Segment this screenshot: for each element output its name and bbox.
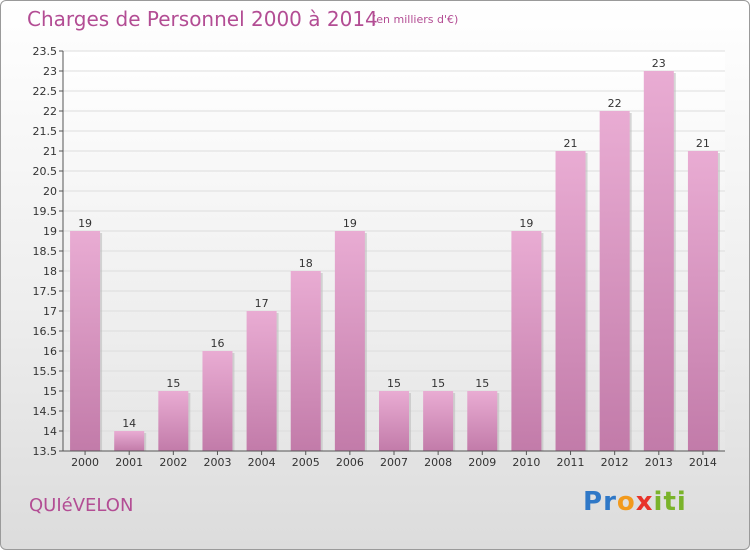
chart-title: Charges de Personnel 2000 à 2014 bbox=[27, 7, 378, 31]
y-tick-label: 15.5 bbox=[33, 365, 58, 378]
bar-2009[interactable] bbox=[467, 391, 498, 451]
y-tick-label: 20.5 bbox=[33, 165, 58, 178]
bar-value-label: 15 bbox=[431, 377, 445, 390]
y-tick-label: 23 bbox=[43, 65, 57, 78]
y-tick-label: 17 bbox=[43, 305, 57, 318]
bar-2014[interactable] bbox=[687, 151, 718, 451]
y-tick-label: 23.5 bbox=[33, 45, 58, 58]
bar-value-label: 19 bbox=[343, 217, 357, 230]
bar-value-label: 22 bbox=[608, 97, 622, 110]
bar-2006[interactable] bbox=[334, 231, 365, 451]
x-tick-label: 2000 bbox=[71, 456, 99, 469]
logo-letter: i bbox=[653, 487, 664, 517]
bar-2000[interactable] bbox=[70, 231, 101, 451]
bar-2008[interactable] bbox=[423, 391, 454, 451]
bar-2004[interactable] bbox=[246, 311, 277, 451]
logo-letter: i bbox=[676, 487, 687, 517]
place-name: QUIéVELON bbox=[29, 495, 134, 516]
logo-letter: x bbox=[635, 487, 654, 517]
y-tick-label: 17.5 bbox=[33, 285, 58, 298]
x-tick-label: 2014 bbox=[689, 456, 717, 469]
y-tick-label: 19 bbox=[43, 225, 57, 238]
y-tick-label: 22.5 bbox=[33, 85, 58, 98]
logo-letter: t bbox=[663, 487, 677, 517]
bar-value-label: 15 bbox=[387, 377, 401, 390]
bar-value-label: 16 bbox=[210, 337, 224, 350]
logo-letter: P bbox=[583, 487, 604, 517]
bar-value-label: 15 bbox=[475, 377, 489, 390]
x-tick-label: 2006 bbox=[336, 456, 364, 469]
x-tick-label: 2009 bbox=[468, 456, 496, 469]
y-tick-label: 21.5 bbox=[33, 125, 58, 138]
x-tick-label: 2002 bbox=[159, 456, 187, 469]
y-tick-label: 16.5 bbox=[33, 325, 58, 338]
y-tick-label: 18 bbox=[43, 265, 57, 278]
bar-value-label: 15 bbox=[166, 377, 180, 390]
y-tick-label: 14 bbox=[43, 425, 57, 438]
y-tick-label: 20 bbox=[43, 185, 57, 198]
bar-value-label: 21 bbox=[696, 137, 710, 150]
y-tick-label: 19.5 bbox=[33, 205, 58, 218]
x-tick-label: 2013 bbox=[645, 456, 673, 469]
x-tick-label: 2012 bbox=[601, 456, 629, 469]
x-tick-label: 2011 bbox=[557, 456, 585, 469]
logo-letter: o bbox=[616, 487, 636, 517]
bar-2012[interactable] bbox=[599, 111, 630, 451]
bar-2013[interactable] bbox=[643, 71, 674, 451]
bar-2003[interactable] bbox=[202, 351, 233, 451]
y-tick-label: 13.5 bbox=[33, 445, 58, 458]
bar-2010[interactable] bbox=[511, 231, 542, 451]
x-tick-label: 2005 bbox=[292, 456, 320, 469]
bar-value-label: 14 bbox=[122, 417, 136, 430]
y-tick-label: 22 bbox=[43, 105, 57, 118]
bar-value-label: 18 bbox=[299, 257, 313, 270]
x-tick-label: 2010 bbox=[512, 456, 540, 469]
bar-value-label: 23 bbox=[652, 57, 666, 70]
x-tick-label: 2007 bbox=[380, 456, 408, 469]
bar-2005[interactable] bbox=[290, 271, 321, 451]
bar-2002[interactable] bbox=[158, 391, 189, 451]
y-tick-label: 14.5 bbox=[33, 405, 58, 418]
bar-value-label: 21 bbox=[564, 137, 578, 150]
bar-value-label: 19 bbox=[78, 217, 92, 230]
bar-value-label: 17 bbox=[255, 297, 269, 310]
bar-2001[interactable] bbox=[114, 431, 145, 451]
bar-value-label: 19 bbox=[519, 217, 533, 230]
x-tick-label: 2001 bbox=[115, 456, 143, 469]
y-tick-label: 15 bbox=[43, 385, 57, 398]
bar-2011[interactable] bbox=[555, 151, 586, 451]
chart-subtitle: (en milliers d'€) bbox=[372, 13, 459, 26]
x-tick-label: 2004 bbox=[248, 456, 276, 469]
proxiti-logo[interactable]: Proxiti bbox=[583, 487, 687, 517]
bar-2007[interactable] bbox=[379, 391, 409, 451]
x-tick-label: 2008 bbox=[424, 456, 452, 469]
y-tick-label: 18.5 bbox=[33, 245, 58, 258]
y-tick-label: 16 bbox=[43, 345, 57, 358]
logo-letter: r bbox=[603, 487, 617, 517]
x-tick-label: 2003 bbox=[203, 456, 231, 469]
y-tick-label: 21 bbox=[43, 145, 57, 158]
